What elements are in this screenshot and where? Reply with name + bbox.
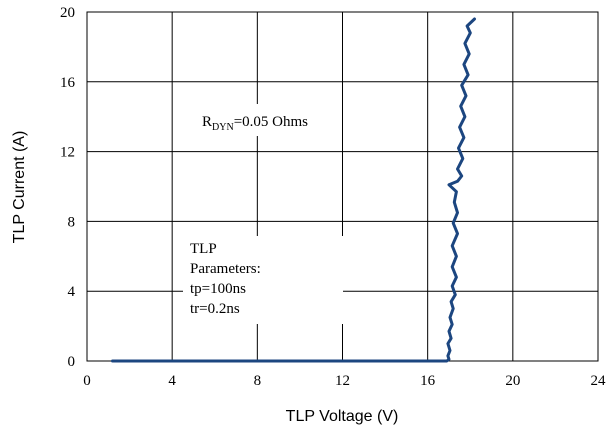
tlp-parameters-annotation: TLP Parameters: tp=100ns tr=0.2ns: [190, 241, 261, 317]
tlp-param-line: TLP: [190, 241, 217, 257]
rdyn-annotation-bg: [198, 104, 338, 136]
x-tick-label-16: 16: [420, 373, 436, 389]
tlp-params-bg: [183, 236, 343, 324]
rdyn-r: R: [202, 114, 212, 130]
y-tick-label-0: 0: [68, 354, 76, 370]
tlp-param-line: tr=0.2ns: [190, 301, 240, 317]
rdyn-value: =0.05 Ohms: [234, 114, 308, 130]
y-tick-label-8: 8: [68, 214, 76, 230]
x-tick-label-4: 4: [168, 373, 176, 389]
x-tick-label-8: 8: [254, 373, 262, 389]
y-tick-label-12: 12: [60, 145, 75, 161]
x-tick-labels: 0 4 8 12 16 20 24: [83, 373, 606, 389]
x-axis-title: TLP Voltage (V): [286, 408, 399, 425]
tlp-param-line: tp=100ns: [190, 281, 246, 297]
y-axis-title: TLP Current (A): [11, 131, 28, 244]
x-tick-label-0: 0: [83, 373, 91, 389]
x-tick-label-24: 24: [591, 373, 607, 389]
rdyn-subscript: DYN: [212, 122, 234, 133]
rdyn-annotation: RDYN=0.05 Ohms: [202, 114, 308, 133]
x-tick-label-20: 20: [505, 373, 520, 389]
y-tick-label-20: 20: [60, 5, 75, 21]
y-tick-label-16: 16: [60, 75, 76, 91]
y-tick-label-4: 4: [68, 284, 76, 300]
tlp-iv-curve: [111, 17, 476, 363]
x-tick-label-12: 12: [335, 373, 350, 389]
tlp-param-line: Parameters:: [190, 261, 261, 277]
y-tick-labels: 0 4 8 12 16 20: [60, 5, 76, 370]
